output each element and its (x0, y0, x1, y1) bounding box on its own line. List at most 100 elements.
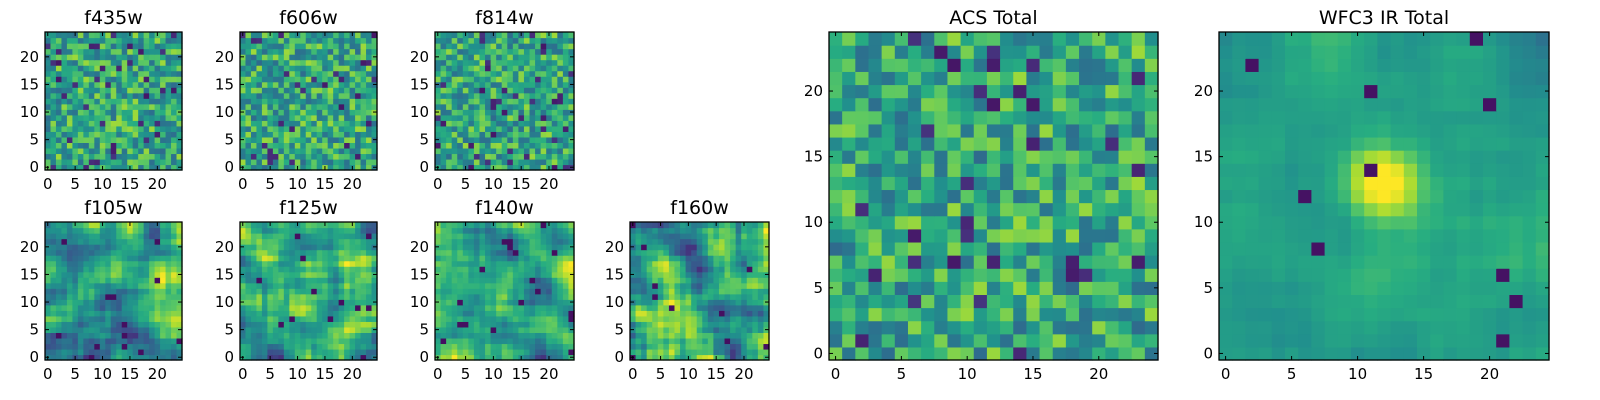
heatmap-cell (457, 266, 464, 273)
heatmap-cell (305, 293, 312, 300)
heatmap-cell (116, 222, 123, 229)
heatmap-cell (1065, 333, 1080, 348)
heatmap-cell (829, 241, 843, 256)
heatmap-cell (485, 59, 492, 66)
heatmap-cell (540, 227, 547, 234)
heatmap-cell (1052, 228, 1067, 243)
heatmap-cell (160, 131, 167, 138)
heatmap-cell (641, 266, 648, 273)
heatmap-cell (691, 222, 698, 229)
heatmap-cell (55, 87, 63, 94)
heatmap-cell (507, 238, 514, 245)
heatmap-cell (490, 260, 497, 267)
heatmap-cell (512, 98, 519, 105)
heatmap-cell (149, 326, 156, 333)
heatmap-cell (685, 277, 692, 284)
heatmap-cell (127, 153, 134, 160)
heatmap-cell (322, 43, 329, 50)
heatmap-cell (360, 337, 367, 345)
heatmap-cell (99, 326, 106, 333)
heatmap-cell (278, 337, 285, 345)
heatmap-cell (507, 65, 514, 72)
heatmap-cell (66, 332, 73, 339)
heatmap-cell (83, 343, 90, 350)
heatmap-cell (256, 354, 263, 361)
heatmap-cell (94, 244, 101, 251)
heatmap-cell (440, 92, 447, 99)
heatmap-cell (462, 260, 469, 267)
heatmap-cell (446, 136, 453, 143)
heatmap-cell (685, 238, 692, 245)
heatmap-cell (540, 48, 547, 55)
heatmap-cell (355, 43, 362, 50)
heatmap-cell (518, 136, 525, 143)
heatmap-cell (523, 266, 531, 273)
heatmap-cell (551, 271, 558, 278)
heatmap-cell (842, 150, 856, 164)
heatmap-cell (165, 222, 172, 229)
heatmap-cell (149, 120, 156, 127)
heatmap-cell (568, 87, 575, 94)
heatmap-cell (121, 142, 128, 149)
heatmap-cell (1026, 320, 1041, 335)
heatmap-cell (713, 321, 720, 328)
heatmap-cell (77, 277, 84, 284)
heatmap-cell (171, 87, 178, 94)
heatmap-cell (138, 337, 145, 345)
heatmap-cell (934, 268, 949, 282)
heatmap-cell (696, 299, 703, 306)
heatmap-cell (165, 131, 172, 138)
heatmap-cell (94, 147, 101, 155)
heatmap-cell (973, 150, 988, 164)
heatmap-cell (105, 348, 112, 356)
heatmap-cell (523, 299, 531, 306)
heatmap-cell (507, 81, 514, 88)
heatmap-cell (535, 98, 542, 105)
heatmap-cell (94, 136, 101, 143)
heatmap-cell (746, 238, 753, 245)
heatmap-cell (1026, 202, 1041, 217)
heatmap-cell (691, 321, 698, 328)
heatmap-cell (305, 136, 312, 143)
heatmap-cell (245, 92, 252, 99)
heatmap-cell (267, 158, 274, 166)
heatmap-cell (245, 87, 252, 94)
heatmap-cell (160, 153, 167, 160)
heatmap-cell (763, 288, 770, 295)
heatmap-cell (360, 266, 367, 273)
heatmap-cell (127, 70, 134, 77)
heatmap-cell (1013, 255, 1027, 269)
heatmap-cell (99, 343, 106, 350)
heatmap-cell (77, 158, 84, 166)
heatmap-cell (83, 136, 90, 143)
heatmap-cell (176, 103, 183, 110)
heatmap-cell (316, 54, 323, 61)
x-tick-label: 10 (484, 365, 503, 383)
heatmap-cell (66, 37, 73, 44)
heatmap-cell (551, 142, 558, 149)
heatmap-cell (557, 70, 564, 77)
heatmap-cell (652, 238, 659, 245)
panel-title: f105w (84, 197, 143, 219)
heatmap-cell (132, 282, 139, 289)
heatmap-cell (366, 304, 373, 311)
heatmap-cell (116, 348, 123, 356)
heatmap-cell (366, 103, 373, 110)
heatmap-cell (529, 354, 536, 361)
heatmap-cell (338, 310, 345, 317)
heatmap-cell (250, 70, 258, 77)
heatmap-cell (855, 150, 870, 164)
heatmap-cell (718, 233, 726, 240)
heatmap-cell (680, 315, 687, 322)
heatmap-cell (66, 164, 73, 171)
heatmap-cell (66, 348, 73, 356)
heatmap-cell (562, 304, 570, 311)
heatmap-cell (272, 92, 279, 99)
heatmap-cell (512, 70, 519, 77)
heatmap-cell (311, 98, 318, 105)
heatmap-cell (512, 326, 519, 333)
y-tick-label: 20 (410, 238, 429, 256)
heatmap-cell (165, 343, 172, 350)
heatmap-cell (440, 59, 447, 66)
heatmap-cell (546, 70, 553, 77)
